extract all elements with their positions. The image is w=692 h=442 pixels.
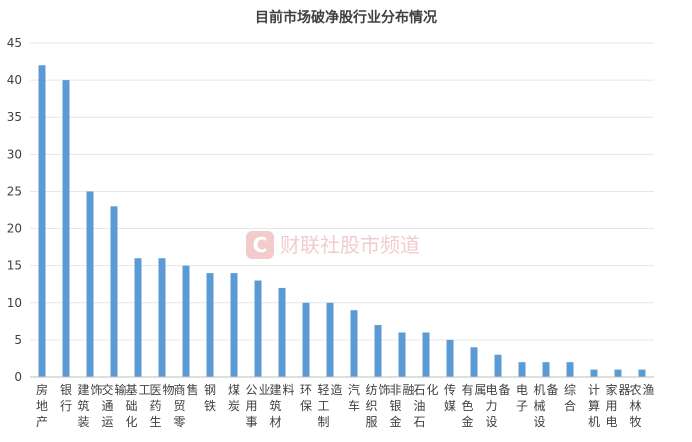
bar <box>470 347 478 377</box>
x-tick-label: 非银金融 <box>389 383 414 429</box>
bar <box>350 310 358 377</box>
x-tick-label: 煤炭 <box>228 383 240 413</box>
chart-title: 目前市场破净股行业分布情况 <box>255 9 437 26</box>
bar <box>590 369 598 377</box>
x-tick-label: 钢铁 <box>204 383 216 413</box>
y-tick-label: 45 <box>7 36 22 50</box>
bar <box>614 369 622 377</box>
bar <box>254 280 262 377</box>
x-tick-label: 传媒 <box>444 382 456 413</box>
x-tick-label: 房地产 <box>36 382 48 429</box>
bar <box>398 332 406 377</box>
bar <box>134 258 142 377</box>
bar <box>374 325 382 377</box>
bar <box>206 273 214 377</box>
y-tick-label: 25 <box>7 184 22 198</box>
x-tick-label: 建筑材料 <box>269 383 294 429</box>
bar <box>566 362 574 377</box>
y-axis: 0 5 10 15 20 25 30 35 40 45 <box>7 36 22 384</box>
bar <box>446 339 454 377</box>
bar <box>494 354 502 377</box>
bar <box>278 287 286 377</box>
x-tick-label: 基础化工 <box>125 383 150 429</box>
watermark-logo-letter: C <box>253 233 268 257</box>
x-tick-label: 综合 <box>564 383 576 413</box>
grid-lines <box>30 42 654 341</box>
bar <box>230 273 238 377</box>
x-tick-label: 电子 <box>516 383 528 413</box>
bar <box>158 258 166 377</box>
x-tick-label: 环保 <box>300 383 312 413</box>
x-tick-label: 银行 <box>60 383 72 413</box>
x-tick-label: 纺织服饰 <box>365 383 390 429</box>
x-tick-label: 机械设备 <box>533 383 558 429</box>
watermark-text: 财联社股市频道 <box>280 233 420 257</box>
bar <box>302 302 310 377</box>
x-tick-label: 石油石化 <box>413 383 438 429</box>
bar <box>326 302 334 377</box>
watermark-logo <box>246 231 274 259</box>
y-tick-label: 40 <box>7 73 22 87</box>
bar <box>38 65 46 378</box>
bars <box>38 65 646 378</box>
bar <box>62 80 70 377</box>
bar <box>110 206 118 377</box>
y-tick-label: 10 <box>7 296 22 310</box>
bar <box>182 265 190 377</box>
x-tick-label: 家用电器 <box>605 382 630 429</box>
x-tick-label: 交通运输 <box>101 382 126 429</box>
x-tick-label: 计算机 <box>588 383 600 429</box>
x-tick-label: 商贸零售 <box>173 382 198 429</box>
x-tick-label: 汽车 <box>348 382 360 413</box>
y-tick-label: 15 <box>7 259 22 273</box>
bar <box>638 369 646 377</box>
x-tick-label: 有色金属 <box>461 383 486 429</box>
bar <box>518 362 526 377</box>
y-tick-label: 0 <box>14 370 22 384</box>
bar <box>542 362 550 377</box>
y-tick-label: 35 <box>7 110 22 124</box>
watermark: C 财联社股市频道 <box>246 231 420 259</box>
x-tick-label: 医药生物 <box>149 383 174 429</box>
x-tick-label: 建筑装饰 <box>77 383 102 429</box>
x-tick-label: 农林牧渔 <box>629 383 654 429</box>
bar <box>86 191 94 377</box>
y-tick-label: 20 <box>7 222 22 236</box>
x-tick-label: 轻工制造 <box>317 383 342 429</box>
y-tick-label: 30 <box>7 147 22 161</box>
x-tick-label: 公用事业 <box>245 383 270 429</box>
y-tick-label: 5 <box>14 333 22 347</box>
bar <box>422 332 430 377</box>
x-tick-label: 电力设备 <box>485 383 510 429</box>
